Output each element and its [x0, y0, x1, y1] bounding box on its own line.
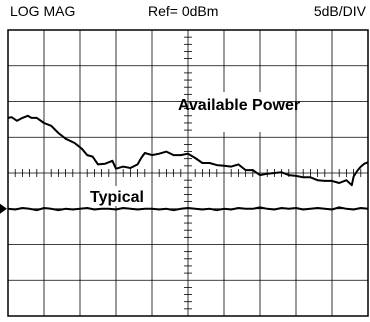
center-crosshair-ticks: [14, 36, 362, 310]
trace-annotations: Available Power Typical: [86, 92, 300, 206]
display-mode-label: LOG MAG: [10, 3, 76, 19]
graticule: [8, 30, 368, 316]
trace-typical: [7, 206, 369, 212]
instrument-header: LOG MAG Ref= 0dBm 5dB/DIV: [0, 0, 370, 26]
available-power-label: Available Power: [178, 97, 300, 114]
typical-label-bg: [86, 186, 148, 206]
scale-label: 5dB/DIV: [313, 3, 366, 19]
trace-available: [7, 114, 369, 187]
reference-position-marker: [0, 203, 7, 214]
typical-label: Typical: [90, 189, 144, 206]
available-power-label-bg: [201, 92, 277, 132]
reference-level-label: Ref= 0dBm: [148, 3, 219, 19]
traces: [7, 114, 369, 212]
